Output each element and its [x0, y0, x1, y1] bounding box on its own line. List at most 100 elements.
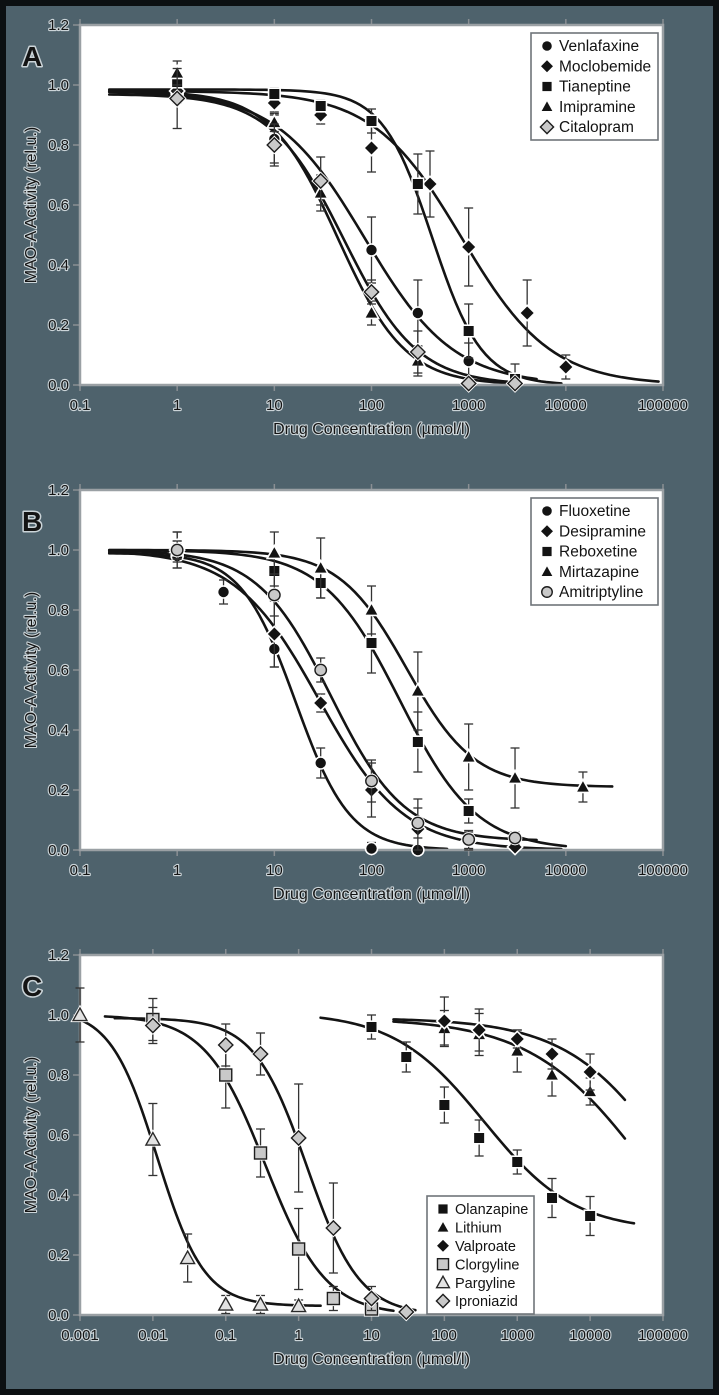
data-point-pargyline	[288, 1295, 309, 1314]
y-tick-label: 0.2	[48, 1247, 69, 1264]
x-tick-label: 0.01	[138, 1327, 167, 1344]
data-point-mirtazapine	[265, 543, 283, 560]
y-tick-label: 0.8	[48, 1067, 69, 1084]
panel-b: 0.1 1 10 100 1000 10000 100000 0.0 0.2 0.4 0.6 0.8 1…	[0, 465, 719, 930]
x-tick-label: 1000	[501, 1327, 534, 1344]
legend-label-pargyline: Pargyline	[455, 1276, 515, 1292]
data-point-iproniazid	[251, 1044, 270, 1064]
data-point-mirtazapine	[460, 747, 478, 764]
data-point-amitriptyline	[364, 773, 379, 789]
panel-letter: A	[22, 41, 42, 72]
y-tick-label: 0.8	[48, 137, 69, 154]
y-axis-title: MAO-A Activity (rel.u.)	[23, 1057, 40, 1213]
data-point-desipramine	[311, 694, 330, 712]
series-olanzapine	[364, 1014, 597, 1237]
y-tick-label: 1.2	[48, 17, 69, 34]
data-point-clorgyline	[291, 1241, 307, 1257]
panel-c: 0.001 0.01 0.1 1 10 100 1000 10000 100000 0.0 0.2 0…	[0, 930, 719, 1395]
data-point-amitriptyline	[410, 815, 426, 831]
data-point-valproate	[543, 1045, 561, 1063]
data-point-valproate	[508, 1030, 527, 1048]
legend-marker-pargyline	[433, 1272, 453, 1290]
y-tick-label: 0.6	[48, 1127, 69, 1144]
data-point-fluoxetine	[364, 841, 379, 856]
y-tick-label: 0.6	[48, 197, 69, 214]
legend-label-olanzapine: Olanzapine	[455, 1202, 528, 1218]
data-point-tianeptine	[267, 87, 281, 101]
data-point-venlafaxine	[364, 243, 379, 257]
x-tick-label: 100	[359, 397, 384, 414]
legend-label-lithium: Lithium	[455, 1221, 502, 1237]
curve-iproniazid	[113, 1016, 417, 1312]
panel-a-chart: 0.1 1 10 100 1000 10000 100000 0.0 0.2 0.4 0.6 0.8 1…	[21, 16, 690, 439]
data-point-moclobemide	[557, 358, 575, 376]
series-iproniazid	[143, 1006, 416, 1322]
data-point-mirtazapine	[362, 600, 381, 617]
legend-marker-iproniazid	[434, 1292, 452, 1310]
x-tick-label: 0.1	[70, 862, 91, 879]
x-tick-label: 10	[266, 862, 283, 879]
legend-label-iproniazid: Iproniazid	[455, 1294, 518, 1310]
data-point-pargyline	[216, 1294, 236, 1312]
x-tick-label: 0.1	[215, 1327, 236, 1344]
data-point-pargyline	[177, 1247, 198, 1266]
data-point-valproate	[470, 1021, 488, 1039]
y-axis-title: MAO-A Activity (rel.u.)	[23, 592, 40, 748]
data-point-iproniazid	[323, 1218, 343, 1238]
data-point-mirtazapine	[312, 558, 330, 575]
legend-marker-valproate	[434, 1237, 452, 1255]
curve-mirtazapine	[107, 548, 614, 788]
x-tick-label: 1000	[452, 397, 485, 414]
data-point-valproate	[435, 1012, 454, 1030]
data-point-moclobemide	[362, 139, 381, 157]
data-point-citalopram	[505, 374, 525, 393]
legend-marker-clorgyline	[435, 1257, 451, 1272]
y-tick-label: 0.4	[48, 257, 69, 274]
data-point-tianeptine	[364, 114, 379, 128]
data-point-olanzapine	[364, 1020, 379, 1034]
x-tick-label: 100000	[638, 397, 688, 414]
series-valproate	[435, 996, 599, 1091]
x-tick-label: 100	[432, 1327, 457, 1344]
data-point-amitriptyline	[313, 662, 329, 678]
legend-marker-imipramine	[538, 98, 556, 113]
legend-marker-venlafaxine	[540, 39, 554, 53]
legend-label-mirtazapine: Mirtazapine	[559, 564, 639, 581]
data-point-iproniazid	[396, 1302, 416, 1322]
curve-valproate	[392, 1018, 627, 1102]
data-point-tianeptine	[462, 324, 476, 338]
y-tick-label: 0.6	[48, 662, 69, 679]
legend-label-moclobemide: Moclobemide	[559, 58, 651, 75]
series-citalopram	[167, 67, 525, 393]
x-tick-label: 1	[173, 397, 181, 414]
data-point-reboxetine	[364, 636, 379, 650]
legend-marker-reboxetine	[540, 545, 554, 558]
curve-pargyline	[80, 1018, 322, 1308]
legend-label-imipramine: Imipramine	[559, 99, 636, 116]
y-tick-label: 1.0	[48, 1007, 69, 1024]
x-tick-label: 100	[359, 862, 384, 879]
legend: Venlafaxine Moclobemide Tianeptine Imiprami…	[530, 32, 659, 141]
data-point-citalopram	[264, 135, 284, 155]
legend-label-clorgyline: Clorgyline	[455, 1257, 519, 1273]
legend-marker-moclobemide	[538, 58, 556, 75]
data-point-iproniazid	[143, 1016, 163, 1035]
data-point-amitriptyline	[267, 587, 282, 603]
y-tick-label: 0.8	[48, 602, 69, 619]
data-point-moclobemide	[421, 175, 439, 193]
data-point-pargyline	[250, 1294, 271, 1312]
x-tick-label: 1	[294, 1327, 302, 1344]
legend-label-desipramine: Desipramine	[559, 523, 646, 540]
data-point-fluoxetine	[216, 585, 231, 599]
data-point-lithium	[543, 1065, 561, 1082]
data-point-olanzapine	[545, 1191, 559, 1205]
data-point-iproniazid	[289, 1128, 309, 1148]
legend-marker-lithium	[434, 1218, 452, 1234]
data-point-amitriptyline	[507, 830, 523, 846]
x-axis-title: Drug Concentration (µmol/l)	[273, 886, 470, 903]
plot-border	[78, 23, 665, 387]
data-point-tianeptine	[411, 177, 425, 191]
data-point-citalopram	[459, 374, 479, 393]
x-tick-label: 0.001	[61, 1327, 99, 1344]
panel-letter: B	[22, 506, 42, 537]
